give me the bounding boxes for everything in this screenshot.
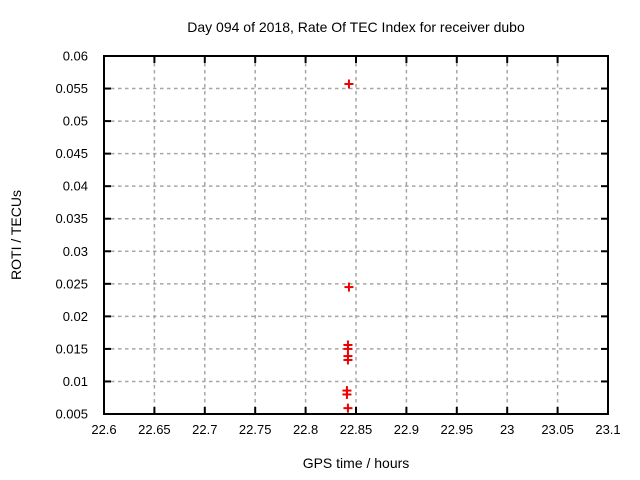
x-tick-label: 22.6 [91, 422, 116, 437]
x-tick-label: 23.1 [595, 422, 620, 437]
x-tick-label: 23.05 [541, 422, 574, 437]
x-tick-label: 22.8 [293, 422, 318, 437]
chart-title: Day 094 of 2018, Rate Of TEC Index for r… [187, 19, 525, 35]
x-tick-label: 22.95 [441, 422, 474, 437]
y-axis-label: ROTI / TECUs [8, 190, 24, 280]
y-tick-label: 0.02 [63, 309, 88, 324]
y-tick-label: 0.03 [63, 244, 88, 259]
x-tick-label: 22.85 [340, 422, 373, 437]
y-tick-label: 0.025 [55, 276, 88, 291]
y-tick-label: 0.045 [55, 146, 88, 161]
x-tick-label: 22.9 [394, 422, 419, 437]
y-tick-label: 0.04 [63, 179, 88, 194]
x-tick-label: 22.7 [192, 422, 217, 437]
y-tick-label: 0.035 [55, 211, 88, 226]
x-tick-label: 22.75 [239, 422, 272, 437]
x-axis-label: GPS time / hours [302, 455, 410, 471]
y-tick-label: 0.06 [63, 49, 88, 64]
x-tick-label: 22.65 [138, 422, 171, 437]
y-tick-label: 0.05 [63, 114, 88, 129]
y-tick-label: 0.015 [55, 341, 88, 356]
y-tick-label: 0.01 [63, 374, 88, 389]
y-tick-label: 0.005 [55, 407, 88, 422]
y-tick-label: 0.055 [55, 81, 88, 96]
x-tick-label: 23 [500, 422, 514, 437]
